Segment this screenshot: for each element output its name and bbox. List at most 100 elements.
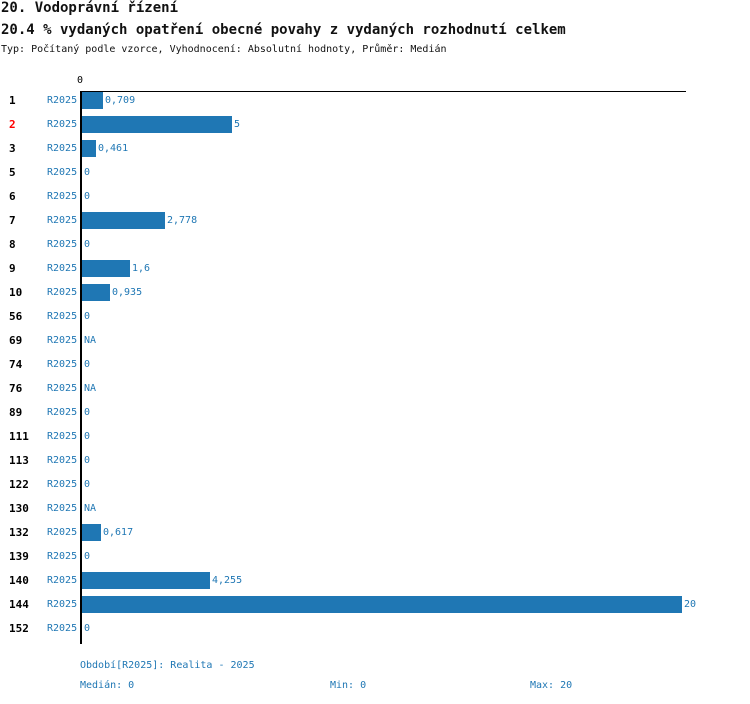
value-label: 20 — [684, 599, 697, 610]
value-label: 0 — [84, 431, 91, 442]
bar — [82, 524, 101, 541]
value-label: 0 — [84, 623, 91, 634]
chart-title: 20. Vodoprávní řízení — [1, 0, 179, 16]
value-label: NA — [84, 503, 97, 514]
category-label: 9 — [9, 262, 16, 275]
category-label: 113 — [9, 454, 29, 467]
bar-row: 152 R2025 0 — [0, 617, 750, 641]
period-label: R2025 — [47, 551, 78, 562]
bar-row: 56 R2025 0 — [0, 305, 750, 329]
period-label: R2025 — [47, 215, 78, 226]
category-label: 89 — [9, 406, 23, 419]
value-label: 0,935 — [112, 287, 143, 298]
value-label: 0 — [84, 167, 91, 178]
category-label: 7 — [9, 214, 16, 227]
chart-description: Typ: Počítaný podle vzorce, Vyhodnocení:… — [1, 44, 447, 55]
period-label: R2025 — [47, 599, 78, 610]
period-label: R2025 — [47, 95, 78, 106]
bar-row: 144 R2025 20 — [0, 593, 750, 617]
category-label: 69 — [9, 334, 23, 347]
value-label: 0 — [84, 455, 91, 466]
period-label: R2025 — [47, 359, 78, 370]
category-label: 140 — [9, 574, 29, 587]
bar-row: 7 R2025 2,778 — [0, 209, 750, 233]
value-label: 2,778 — [167, 215, 198, 226]
bar-row: 10 R2025 0,935 — [0, 281, 750, 305]
value-label: NA — [84, 383, 97, 394]
period-label: R2025 — [47, 143, 78, 154]
period-label: R2025 — [47, 167, 78, 178]
bar-row: 6 R2025 0 — [0, 185, 750, 209]
category-label: 5 — [9, 166, 16, 179]
bar-row: 3 R2025 0,461 — [0, 137, 750, 161]
period-label: R2025 — [47, 455, 78, 466]
category-label: 130 — [9, 502, 29, 515]
category-label: 3 — [9, 142, 16, 155]
category-label: 2 — [9, 118, 16, 131]
bar — [82, 140, 96, 157]
value-label: 0 — [84, 239, 91, 250]
bar-row: 9 R2025 1,6 — [0, 257, 750, 281]
bar — [82, 572, 210, 589]
min-label: Min: 0 — [330, 680, 367, 691]
bar-row: 140 R2025 4,255 — [0, 569, 750, 593]
period-label: R2025 — [47, 527, 78, 538]
bar — [82, 260, 130, 277]
bar — [82, 92, 103, 109]
period-label: R2025 — [47, 119, 78, 130]
bar — [82, 116, 232, 133]
bar-row: 1 R2025 0,709 — [0, 89, 750, 113]
period-label: R2025 — [47, 623, 78, 634]
value-label: 0 — [84, 551, 91, 562]
category-label: 6 — [9, 190, 16, 203]
period-label: R2025 — [47, 407, 78, 418]
bar-row: 132 R2025 0,617 — [0, 521, 750, 545]
bar — [82, 212, 165, 229]
category-label: 152 — [9, 622, 29, 635]
period-label: R2025 — [47, 503, 78, 514]
period-label: R2025 — [47, 191, 78, 202]
bar-row: 122 R2025 0 — [0, 473, 750, 497]
bar-row: 69 R2025 NA — [0, 329, 750, 353]
period-label: R2025 — [47, 263, 78, 274]
category-label: 111 — [9, 430, 29, 443]
value-label: 0 — [84, 407, 91, 418]
bar-row: 76 R2025 NA — [0, 377, 750, 401]
bar-row: 2 R2025 5 — [0, 113, 750, 137]
value-label: 0 — [84, 311, 91, 322]
bar-row: 111 R2025 0 — [0, 425, 750, 449]
period-label: R2025 — [47, 383, 78, 394]
bar-row: 8 R2025 0 — [0, 233, 750, 257]
category-label: 139 — [9, 550, 29, 563]
value-label: 0 — [84, 191, 91, 202]
bar-row: 139 R2025 0 — [0, 545, 750, 569]
value-label: 1,6 — [132, 263, 151, 274]
category-label: 74 — [9, 358, 23, 371]
bar-row: 130 R2025 NA — [0, 497, 750, 521]
value-label: 0,709 — [105, 95, 136, 106]
period-label: R2025 — [47, 431, 78, 442]
category-label: 76 — [9, 382, 23, 395]
chart-subtitle: 20.4 % vydaných opatření obecné povahy z… — [1, 22, 566, 38]
period-label: R2025 — [47, 311, 78, 322]
bar-row: 5 R2025 0 — [0, 161, 750, 185]
category-label: 132 — [9, 526, 29, 539]
max-label: Max: 20 — [530, 680, 573, 691]
bar-row: 113 R2025 0 — [0, 449, 750, 473]
period-label: R2025 — [47, 335, 78, 346]
category-label: 122 — [9, 478, 29, 491]
value-label: 0,617 — [103, 527, 134, 538]
period-label: R2025 — [47, 575, 78, 586]
median-label: Medián: 0 — [80, 680, 135, 691]
category-label: 56 — [9, 310, 23, 323]
value-label: 4,255 — [212, 575, 243, 586]
category-label: 8 — [9, 238, 16, 251]
value-label: 0 — [84, 359, 91, 370]
value-label: NA — [84, 335, 97, 346]
category-label: 144 — [9, 598, 29, 611]
bar-row: 74 R2025 0 — [0, 353, 750, 377]
legend-period: Období[R2025]: Realita - 2025 — [80, 660, 255, 671]
value-label: 5 — [234, 119, 241, 130]
category-label: 1 — [9, 94, 16, 107]
value-label: 0,461 — [98, 143, 129, 154]
